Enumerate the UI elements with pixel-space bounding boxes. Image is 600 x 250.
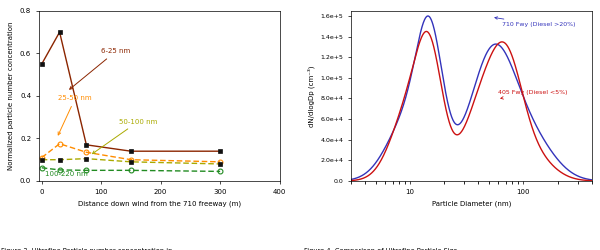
Y-axis label: dN/dlogDp (cm⁻³): dN/dlogDp (cm⁻³) — [307, 65, 314, 127]
Text: Figure 4. Comparison of Ultrafine Particle Size
Distribution at 30 m downwind Lo: Figure 4. Comparison of Ultrafine Partic… — [304, 248, 458, 250]
X-axis label: Particle Diameter (nm): Particle Diameter (nm) — [431, 200, 511, 207]
X-axis label: Distance down wind from the 710 freeway (m): Distance down wind from the 710 freeway … — [77, 200, 241, 207]
Text: 50-100 nm: 50-100 nm — [92, 118, 157, 154]
Text: Figure 3. Ultrafine Particle number concentration in
Difference Size Ranges.: Figure 3. Ultrafine Particle number conc… — [1, 248, 173, 250]
Text: 405 Fwy (Diesel <5%): 405 Fwy (Diesel <5%) — [498, 90, 568, 99]
Text: 25-50 nm: 25-50 nm — [58, 95, 92, 135]
Text: 6-25 nm: 6-25 nm — [70, 48, 130, 89]
Y-axis label: Normalized particle number concentration: Normalized particle number concentration — [8, 22, 14, 170]
Text: 100-220 nm: 100-220 nm — [45, 171, 88, 177]
Text: 710 Fwy (Diesel >20%): 710 Fwy (Diesel >20%) — [495, 17, 576, 27]
